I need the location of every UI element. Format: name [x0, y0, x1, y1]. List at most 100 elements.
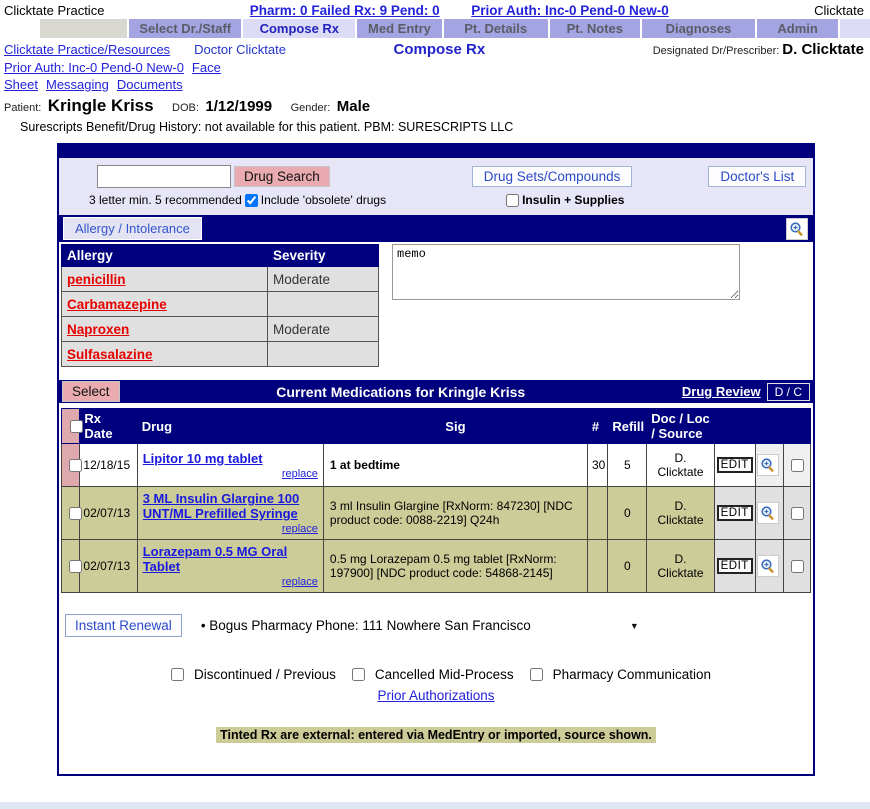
patient-nav-links: Prior Auth: Inc-0 Pend-0 New-0 Face Sheet… — [4, 59, 276, 93]
med-select-checkbox[interactable] — [69, 458, 82, 472]
face-sheet-link[interactable]: Face Sheet — [4, 60, 221, 92]
allergy-link[interactable]: penicillin — [67, 271, 126, 287]
meds-col-action — [783, 408, 811, 444]
rx-date: 12/18/15 — [79, 443, 138, 487]
refill-count: 0 — [607, 539, 648, 593]
medication-row: 02/07/13 3 ML Insulin Glargine 100 UNT/ML… — [60, 486, 811, 540]
drug-link[interactable]: Lorazepam 0.5 MG Oral Tablet — [142, 544, 288, 574]
replace-link[interactable]: replace — [281, 523, 318, 535]
page-title: Compose Rx — [393, 41, 486, 58]
tinted-rx-note: Tinted Rx are external: entered via MedE… — [59, 726, 813, 744]
allergy-row: Naproxen Moderate — [61, 316, 379, 342]
obsolete-drugs-checkbox[interactable] — [244, 193, 258, 207]
quantity: 30 — [586, 443, 609, 487]
pharmacy-dropdown[interactable]: • Bogus Pharmacy Phone: 111 Nowhere San … — [193, 616, 646, 635]
med-select-cell — [60, 486, 82, 540]
allergy-link[interactable]: Carbamazepine — [67, 296, 167, 312]
edit-button[interactable]: EDIT — [716, 558, 753, 574]
drug-cell: Lorazepam 0.5 MG Oral Tablet replace — [136, 539, 324, 593]
med-flag-checkbox[interactable] — [791, 559, 805, 573]
pharmacy-communication-checkbox[interactable] — [529, 668, 543, 681]
drug-link[interactable]: Lipitor 10 mg tablet — [142, 450, 263, 466]
prior-auth-link[interactable]: Prior Auth: Inc-0 Pend-0 New-0 — [4, 60, 184, 75]
meds-col-doc-loc-source: Doc / Loc / Source — [646, 408, 715, 444]
med-select-cell — [60, 443, 82, 487]
instant-renewal-button[interactable]: Instant Renewal — [65, 614, 182, 637]
meds-col-action — [754, 408, 785, 444]
prior-authorizations-link[interactable]: Prior Authorizations — [377, 688, 495, 703]
drug-cell: 3 ML Insulin Glargine 100 UNT/ML Prefill… — [136, 486, 324, 540]
drug-link[interactable]: 3 ML Insulin Glargine 100 UNT/ML Prefill… — [142, 491, 300, 521]
med-select-checkbox[interactable] — [69, 506, 82, 520]
cancelled-mid-process-checkbox[interactable] — [351, 668, 365, 681]
cancelled-mid-process-label: Cancelled Mid-Process — [374, 667, 514, 682]
select-all-checkbox[interactable] — [70, 419, 83, 433]
med-detail-button[interactable] — [756, 555, 779, 577]
allergy-severity — [267, 341, 379, 367]
insulin-supplies-checkbox[interactable] — [506, 193, 520, 207]
tab-med-entry[interactable]: Med Entry — [357, 19, 442, 38]
med-detail-button[interactable] — [756, 454, 779, 476]
top-bar: Clicktate Practice Pharm: 0 Failed Rx: 9… — [0, 0, 870, 19]
quantity — [586, 486, 609, 540]
practice-resources-link[interactable]: Clicktate Practice/Resources — [4, 42, 171, 57]
edit-cell: EDIT — [713, 539, 756, 593]
meds-col-sig: Sig — [322, 408, 588, 444]
compose-rx-panel: Drug Search Drug Sets/Compounds Doctor's… — [57, 143, 815, 776]
magnifier-icon — [761, 458, 774, 472]
med-select-cell — [60, 539, 82, 593]
med-flag-checkbox[interactable] — [791, 506, 805, 520]
pharmacy-dropdown-value: • Bogus Pharmacy Phone: 111 Nowhere San … — [200, 618, 531, 633]
pharm-status-link[interactable]: Pharm: 0 Failed Rx: 9 Pend: 0 — [249, 3, 440, 18]
doctors-list-button[interactable]: Doctor's List — [708, 166, 807, 187]
brand-label: Clicktate — [814, 3, 864, 18]
edit-button[interactable]: EDIT — [716, 505, 753, 521]
med-flag-cell — [783, 539, 811, 593]
tab-admin[interactable]: Admin — [756, 19, 839, 38]
allergy-intolerance-button[interactable]: Allergy / Intolerance — [63, 217, 202, 240]
select-button[interactable]: Select — [62, 381, 120, 402]
drug-search-input[interactable] — [97, 165, 231, 188]
sig-text: 1 at bedtime — [322, 443, 588, 487]
allergy-link[interactable]: Sulfasalazine — [67, 346, 153, 362]
doc-loc-source: D. Clicktate — [646, 486, 715, 540]
designated-prescriber-label: Designated Dr/Prescriber: — [652, 45, 780, 57]
drug-sets-compounds-button[interactable]: Drug Sets/Compounds — [471, 166, 633, 187]
med-select-checkbox[interactable] — [69, 559, 82, 573]
rx-date: 02/07/13 — [79, 539, 138, 593]
sig-text: 0.5 mg Lorazepam 0.5 mg tablet [RxNorm: … — [322, 539, 588, 593]
tab-compose-rx[interactable]: Compose Rx — [243, 19, 356, 38]
tab-pt-details[interactable]: Pt. Details — [443, 19, 548, 38]
medications-table: Rx Date Drug Sig # Refill Doc / Loc / Source … — [60, 408, 811, 593]
med-flag-checkbox[interactable] — [791, 458, 805, 472]
drug-search-button[interactable]: Drug Search — [234, 166, 330, 187]
current-medications-bar: Select Current Medications for Kringle K… — [59, 380, 813, 403]
gender-value: Male — [336, 98, 371, 115]
prior-auth-status-link[interactable]: Prior Auth: Inc-0 Pend-0 New-0 — [471, 3, 669, 18]
discontinued-previous-checkbox[interactable] — [171, 668, 185, 681]
edit-button[interactable]: EDIT — [716, 457, 753, 473]
allergy-memo-textarea[interactable]: memo — [392, 244, 740, 300]
drug-review-link[interactable]: Drug Review — [681, 384, 761, 399]
replace-link[interactable]: replace — [281, 576, 318, 588]
doc-loc-source: D. Clicktate — [646, 443, 715, 487]
tab-pt-notes[interactable]: Pt. Notes — [549, 19, 640, 38]
dc-button[interactable]: D / C — [766, 382, 810, 401]
dob-value: 1/12/1999 — [205, 98, 273, 115]
messaging-link[interactable]: Messaging — [45, 77, 109, 92]
documents-link[interactable]: Documents — [116, 77, 183, 92]
meds-col-rx-date: Rx Date — [79, 408, 138, 444]
tab-bar-right-cap — [840, 19, 870, 38]
replace-link[interactable]: replace — [281, 467, 318, 480]
magnifier-icon — [761, 506, 774, 520]
meds-col-action — [713, 408, 756, 444]
med-detail-button[interactable] — [756, 502, 779, 524]
allergy-link[interactable]: Naproxen — [67, 321, 130, 337]
tab-diagnoses[interactable]: Diagnoses — [641, 19, 755, 38]
allergy-severity: Moderate — [267, 316, 379, 342]
allergy-search-button[interactable] — [786, 217, 808, 240]
sig-text: 3 ml Insulin Glargine [RxNorm: 847230] [… — [322, 486, 588, 540]
allergy-col-severity: Severity — [267, 244, 379, 267]
tab-select-dr-staff[interactable]: Select Dr./Staff — [129, 19, 242, 38]
